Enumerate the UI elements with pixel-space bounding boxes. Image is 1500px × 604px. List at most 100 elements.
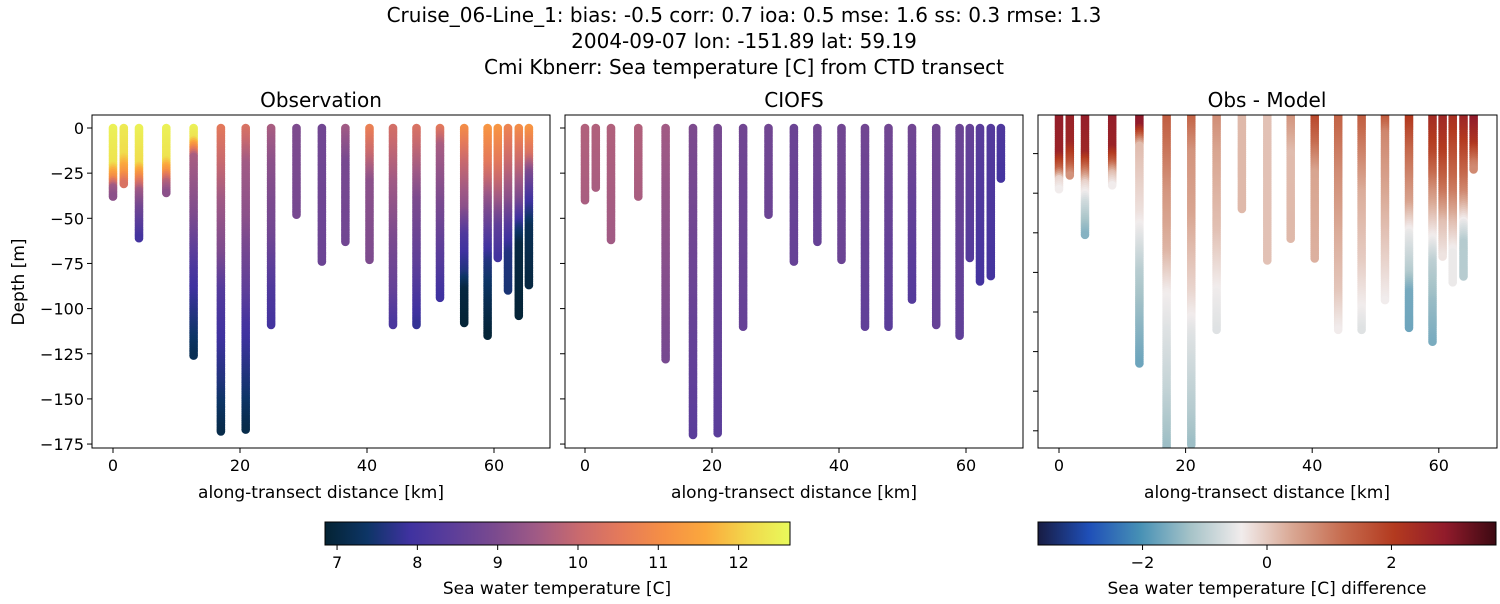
cast-5 [1162, 110, 1171, 451]
cast-12 [389, 124, 398, 330]
data-point [1162, 442, 1171, 451]
cast-1 [120, 124, 129, 189]
cast-13 [412, 124, 421, 330]
cast-2 [607, 124, 616, 245]
suptitle-line-3: Cmi Kbnerr: Sea temperature [C] from CTD… [484, 55, 1004, 79]
cast-9 [318, 124, 327, 266]
data-point [1135, 359, 1144, 368]
data-point [1066, 171, 1075, 180]
cast-4 [1135, 110, 1144, 368]
data-point [884, 322, 893, 331]
y-axis-label: Depth [m] [9, 238, 29, 325]
colorbar-label-temperature: Sea water temperature [C] [443, 579, 671, 599]
data-point [1238, 205, 1247, 214]
data-point [189, 351, 198, 360]
data-point [861, 322, 870, 331]
cast-8 [292, 124, 301, 219]
data-point [908, 295, 917, 304]
data-point [162, 189, 171, 198]
cast-4 [661, 124, 670, 364]
y-tick-label: 0 [74, 119, 84, 138]
cast-18 [504, 124, 513, 295]
cast-0 [581, 124, 590, 205]
plot-area-observation [109, 124, 534, 436]
data-point [292, 210, 301, 219]
data-point [966, 254, 975, 263]
cast-10 [1286, 110, 1295, 243]
data-point [607, 236, 616, 245]
x-tick-label: 60 [956, 456, 976, 475]
y-tick-label: −25 [50, 164, 84, 183]
data-point [1108, 181, 1117, 190]
data-point [135, 234, 144, 243]
x-tick-label: 0 [108, 456, 118, 475]
cast-11 [837, 124, 846, 264]
cast-7 [739, 124, 748, 331]
panel-title-diff: Obs - Model [1208, 88, 1327, 112]
cast-6 [713, 124, 722, 438]
data-point [341, 238, 350, 247]
data-point [515, 312, 524, 321]
y-tick-label: −100 [40, 300, 84, 319]
data-point [525, 281, 534, 290]
plot-area-ciofs [581, 124, 1006, 440]
cast-19 [987, 124, 996, 281]
data-point [217, 427, 226, 436]
cast-15 [932, 124, 941, 330]
cast-13 [1357, 110, 1366, 334]
data-point [109, 192, 118, 201]
cast-1 [1066, 110, 1075, 180]
cast-9 [790, 124, 799, 266]
cast-20 [525, 124, 534, 290]
y-tick-label: −75 [50, 254, 84, 273]
colorbar-label-difference: Sea water temperature [C] difference [1107, 579, 1426, 599]
data-point [389, 321, 398, 330]
data-point [764, 210, 773, 219]
cast-0 [109, 124, 118, 201]
data-point [504, 286, 513, 295]
data-point [318, 257, 327, 266]
x-axis-label-observation: along-transect distance [km] [198, 483, 444, 503]
data-point [412, 321, 421, 330]
cast-11 [365, 124, 374, 264]
data-point [1310, 254, 1319, 263]
suptitle-line-2: 2004-09-07 lon: -151.89 lat: 59.19 [571, 29, 917, 53]
cast-13 [884, 124, 893, 331]
data-point [494, 254, 503, 263]
cast-10 [341, 124, 350, 246]
cast-5 [689, 124, 698, 440]
data-point [837, 255, 846, 264]
data-point [689, 431, 698, 440]
cast-6 [241, 124, 250, 434]
data-point [813, 238, 822, 247]
cast-14 [436, 124, 445, 302]
data-point [267, 321, 276, 330]
plot-area-diff [1055, 110, 1478, 451]
data-point [932, 321, 941, 330]
cast-11 [1310, 110, 1319, 263]
cast-20 [997, 124, 1006, 183]
suptitle-line-1: Cruise_06-Line_1: bias: -0.5 corr: 0.7 i… [387, 3, 1102, 27]
cast-8 [1238, 110, 1247, 214]
x-axis-label-ciofs: along-transect distance [km] [671, 483, 917, 503]
y-tick-label: −150 [40, 390, 84, 409]
x-tick-label: 40 [357, 456, 377, 475]
x-axis-label-diff: along-transect distance [km] [1144, 483, 1390, 503]
data-point [1212, 326, 1221, 335]
y-tick-label: −175 [40, 435, 84, 454]
cast-4 [189, 124, 198, 360]
cast-8 [764, 124, 773, 219]
data-point [976, 277, 985, 286]
data-point [460, 319, 469, 328]
data-point [987, 272, 996, 281]
cast-17 [966, 124, 975, 263]
data-point [634, 192, 643, 201]
cast-16 [483, 124, 492, 340]
data-point [1263, 256, 1272, 265]
data-point [1081, 231, 1090, 240]
panel-title-ciofs: CIOFS [764, 88, 823, 112]
cast-19 [515, 124, 524, 320]
cast-2 [135, 124, 144, 243]
data-point [1286, 234, 1295, 243]
data-point [1055, 185, 1064, 194]
